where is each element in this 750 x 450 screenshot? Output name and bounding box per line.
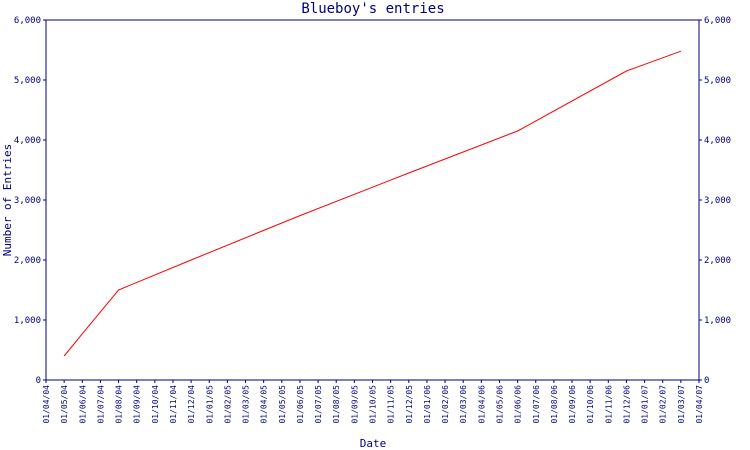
x-tick-label: 01/08/04	[115, 385, 124, 424]
y-tick-label-left: 1,000	[14, 316, 41, 326]
x-tick-label: 01/02/05	[223, 385, 232, 424]
x-tick-label: 01/03/05	[242, 385, 251, 424]
x-tick-label: 01/07/05	[314, 385, 323, 424]
x-tick-label: 01/05/04	[60, 385, 69, 424]
x-tick-label: 01/10/05	[369, 385, 378, 424]
x-tick-label: 01/12/06	[622, 385, 631, 424]
x-tick-label: 01/05/06	[495, 385, 504, 424]
y-tick-label-right: 1,000	[704, 316, 731, 326]
x-tick-label: 01/02/07	[659, 385, 668, 424]
plot-frame	[45, 19, 700, 381]
x-tick-label: 01/09/06	[568, 385, 577, 424]
y-tick-label-right: 6,000	[704, 16, 731, 26]
x-tick-label: 01/07/04	[96, 385, 105, 424]
axes	[45, 19, 700, 381]
series-line-0	[63, 50, 682, 357]
x-tick-label: 01/03/06	[459, 385, 468, 424]
x-tick-label: 01/11/04	[169, 385, 178, 424]
x-tick-label: 01/10/06	[586, 385, 595, 424]
x-tick-label: 01/04/06	[477, 385, 486, 424]
x-tick-label: 01/02/06	[441, 385, 450, 424]
x-tick-label: 01/04/07	[695, 385, 704, 424]
y-tick-label-left: 4,000	[14, 136, 41, 146]
x-tick-label: 01/10/04	[151, 385, 160, 424]
y-tick-label-left: 2,000	[14, 256, 41, 266]
series-layer	[63, 50, 682, 357]
x-tick-label: 01/06/04	[78, 385, 87, 424]
x-tick-label: 01/11/05	[387, 385, 396, 424]
x-tick-label: 01/01/06	[423, 385, 432, 424]
x-tick-label: 01/07/06	[532, 385, 541, 424]
x-tick-label: 01/01/07	[641, 385, 650, 424]
x-tick-label: 01/05/05	[278, 385, 287, 424]
y-tick-label-right: 5,000	[704, 76, 731, 86]
x-tick-label: 01/08/06	[550, 385, 559, 424]
y-tick-label-left: 6,000	[14, 16, 41, 26]
x-axis-label: Date	[360, 437, 387, 450]
x-tick-label: 01/09/04	[133, 385, 142, 424]
x-tick-label: 01/04/05	[260, 385, 269, 424]
y-tick-label-right: 2,000	[704, 256, 731, 266]
x-tick-label: 01/12/05	[405, 385, 414, 424]
x-tick-label: 01/04/04	[42, 385, 51, 424]
chart-title: Blueboy's entries	[301, 1, 444, 17]
x-tick-label: 01/12/04	[187, 385, 196, 424]
x-tick-label: 01/08/05	[332, 385, 341, 424]
x-tick-label: 01/09/05	[350, 385, 359, 424]
y-axis-label: Number of Entries	[1, 144, 14, 257]
x-tick-label: 01/06/05	[296, 385, 305, 424]
x-tick-label: 01/01/05	[205, 385, 214, 424]
x-tick-label: 01/11/06	[604, 385, 613, 424]
y-tick-label-right: 3,000	[704, 196, 731, 206]
ticks: 0 0 1,000 1,000 2,000 2,000 3,000 3,000 4,000 4,0…	[14, 16, 731, 424]
y-tick-label-left: 5,000	[14, 76, 41, 86]
y-tick-label-left: 3,000	[14, 196, 41, 206]
y-tick-label-right: 0	[704, 376, 709, 386]
x-tick-label: 01/06/06	[514, 385, 523, 424]
y-tick-label-left: 0	[36, 376, 41, 386]
y-tick-label-right: 4,000	[704, 136, 731, 146]
x-tick-label: 01/03/07	[677, 385, 686, 424]
